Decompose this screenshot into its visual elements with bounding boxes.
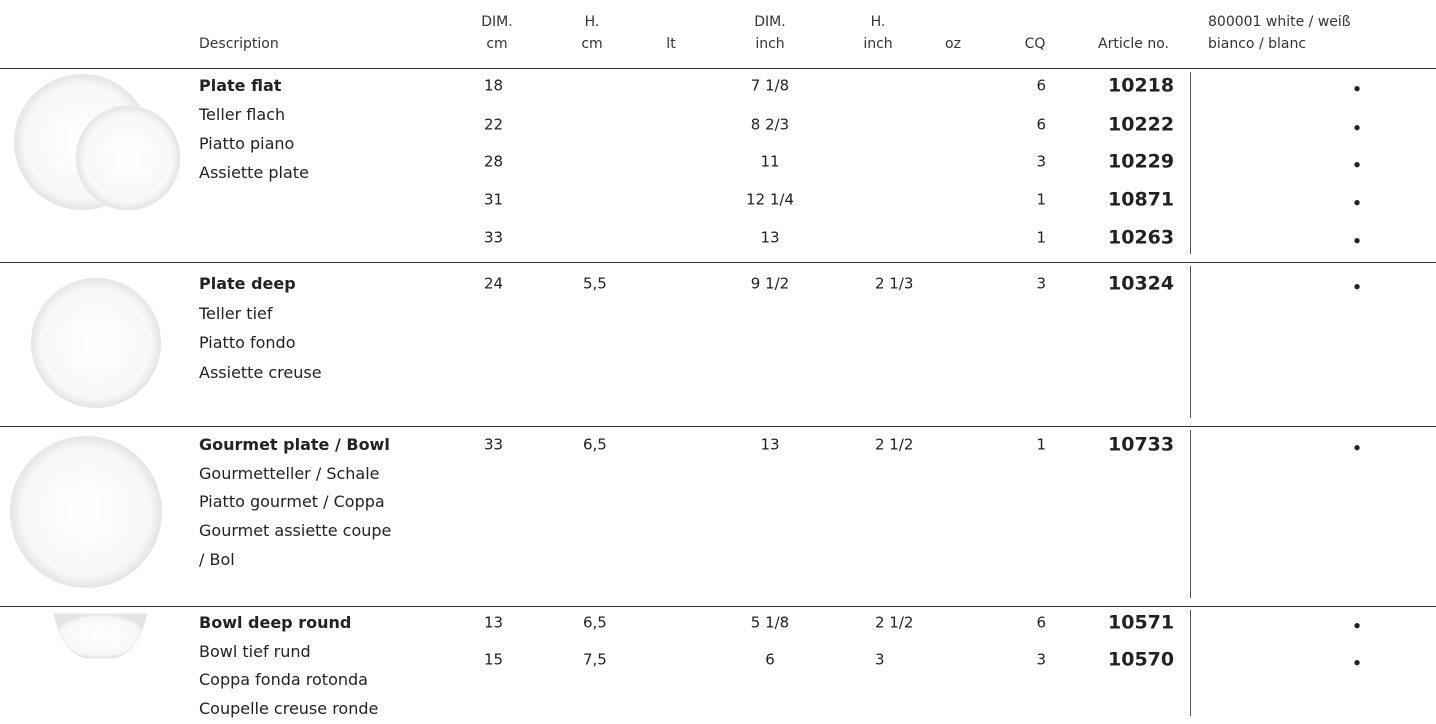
article-number: 10571	[1108, 611, 1175, 634]
product-translation: Teller flach	[199, 105, 286, 124]
column-header: inch	[863, 36, 893, 52]
column-header: 800001 white / weiß	[1208, 14, 1351, 30]
column-divider	[1190, 266, 1191, 418]
column-divider	[1190, 72, 1191, 254]
availability-dot: •	[1352, 617, 1362, 636]
product-translation: Piatto gourmet / Coppa	[199, 492, 385, 512]
column-header: inch	[755, 36, 785, 52]
cell: 2 1/3	[875, 274, 914, 293]
cell: 3	[1036, 650, 1046, 669]
product-translation: Piatto fondo	[199, 333, 296, 352]
article-number: 10871	[1108, 188, 1175, 211]
article-number: 10324	[1108, 272, 1175, 295]
column-divider	[1190, 430, 1191, 598]
cell: 31	[484, 190, 504, 209]
product-translation: Assiette plate	[199, 163, 309, 182]
divider	[0, 262, 1436, 263]
column-header: cm	[581, 36, 603, 52]
cell: 22	[484, 115, 504, 134]
divider	[0, 426, 1436, 427]
article-number: 10263	[1108, 226, 1175, 249]
product-translation: Piatto piano	[199, 134, 295, 153]
plate-image	[31, 278, 161, 408]
plate-image	[75, 105, 181, 211]
article-number: 10733	[1108, 433, 1175, 456]
column-header: H.	[584, 14, 600, 30]
product-name: Plate flat	[199, 76, 282, 95]
availability-dot: •	[1352, 194, 1362, 213]
divider	[0, 68, 1436, 69]
cell: 1	[1036, 190, 1046, 209]
cell: 9 1/2	[750, 274, 790, 293]
availability-dot: •	[1352, 80, 1362, 99]
column-header: lt	[666, 36, 676, 52]
cell: 6	[1036, 76, 1046, 95]
cell: 2 1/2	[875, 613, 914, 632]
cell: 13	[484, 613, 504, 632]
cell: 15	[484, 650, 504, 669]
cell: 13	[760, 435, 780, 454]
column-header: DIM.	[754, 14, 786, 30]
cell: 13	[760, 228, 780, 247]
cell: 6	[1036, 613, 1046, 632]
cell: 18	[484, 76, 504, 95]
plate-image	[10, 436, 162, 588]
cell: 5,5	[583, 274, 607, 293]
product-translation: Gourmet assiette coupe	[199, 521, 392, 541]
cell: 6,5	[583, 613, 607, 632]
product-translation: Gourmetteller / Schale	[199, 463, 380, 483]
cell: 2 1/2	[875, 435, 914, 454]
cell: 3	[1036, 274, 1046, 293]
product-name: Plate deep	[199, 274, 296, 293]
article-number: 10570	[1108, 648, 1175, 671]
cell: 3	[1036, 152, 1046, 171]
column-header: Article no.	[1098, 36, 1170, 52]
availability-dot: •	[1352, 654, 1362, 673]
column-header: DIM.	[481, 14, 513, 30]
cell: 6	[765, 650, 775, 669]
availability-dot: •	[1352, 232, 1362, 251]
cell: 5 1/8	[750, 613, 790, 632]
availability-dot: •	[1352, 439, 1362, 458]
availability-dot: •	[1352, 156, 1362, 175]
column-header: cm	[486, 36, 508, 52]
bowl-image	[53, 613, 148, 659]
column-header: bianco / blanc	[1208, 36, 1307, 52]
product-translation: Assiette creuse	[199, 362, 322, 382]
column-header: H.	[870, 14, 886, 30]
divider	[0, 606, 1436, 607]
column-header: Description	[199, 36, 279, 52]
cell: 8 2/3	[750, 115, 790, 134]
availability-dot: •	[1352, 278, 1362, 297]
product-translation: / Bol	[199, 549, 235, 569]
cell: 1	[1036, 228, 1046, 247]
article-number: 10218	[1108, 74, 1175, 97]
cell: 12 1/4	[746, 190, 794, 209]
column-divider	[1190, 610, 1191, 716]
cell: 33	[484, 435, 504, 454]
cell: 3	[875, 650, 885, 669]
cell: 28	[484, 152, 504, 171]
product-images	[10, 74, 181, 659]
cell: 7 1/8	[750, 76, 790, 95]
cell: 11	[760, 152, 780, 171]
product-name: Bowl deep round	[199, 613, 352, 632]
cell: 24	[484, 274, 504, 293]
column-header: CQ	[1024, 36, 1046, 52]
cell: 7,5	[583, 650, 607, 669]
availability-dot: •	[1352, 119, 1362, 138]
cell: 6,5	[583, 435, 607, 454]
cell: 1	[1036, 435, 1046, 454]
product-translation: Teller tief	[199, 303, 273, 323]
article-number: 10229	[1108, 150, 1175, 173]
article-number: 10222	[1108, 113, 1175, 136]
product-translation: Bowl tief rund	[199, 641, 311, 661]
product-translation: Coppa fonda rotonda	[199, 670, 368, 690]
cell: 33	[484, 228, 504, 247]
product-name: Gourmet plate / Bowl	[199, 435, 390, 454]
product-translation: Coupelle creuse ronde	[199, 699, 379, 719]
cell: 6	[1036, 115, 1046, 134]
column-header: oz	[945, 36, 961, 52]
